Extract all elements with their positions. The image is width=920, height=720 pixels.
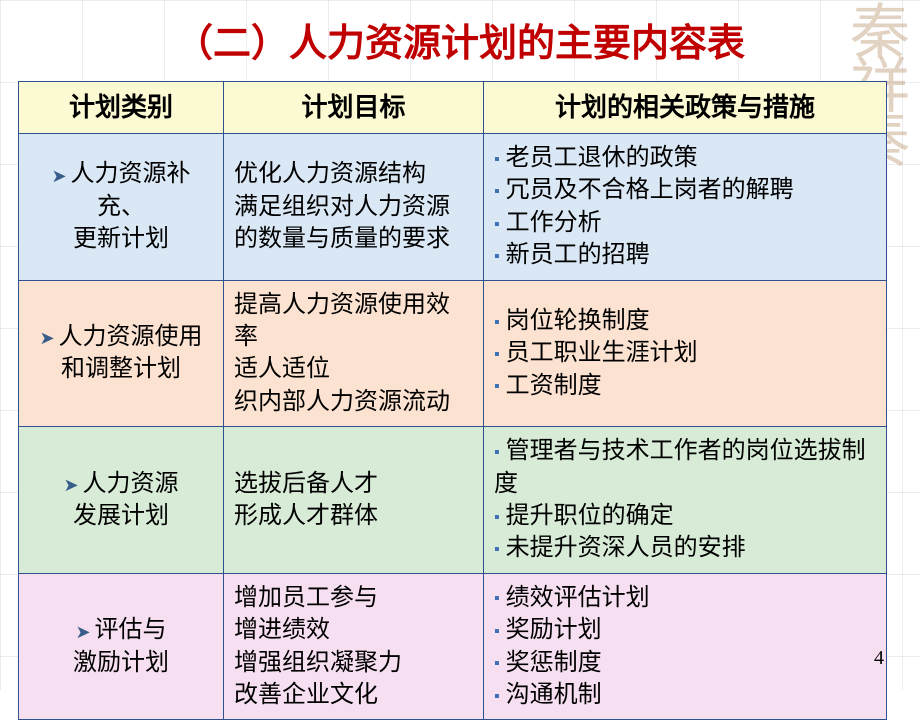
square-icon: ▪: [494, 539, 500, 561]
category-cell: ➤评估与激励计划: [19, 573, 224, 720]
square-icon: ▪: [494, 653, 500, 675]
square-icon: ▪: [494, 507, 500, 529]
goal-cell: 增加员工参与增进绩效增强组织凝聚力改善企业文化: [224, 573, 484, 720]
table-row: ➤人力资源使用和调整计划提高人力资源使用效率适人适位织内部人力资源流动▪岗位轮换…: [19, 280, 887, 427]
policy-line: ▪沟通机制: [494, 679, 876, 711]
goal-line: 选拔后备人才: [234, 468, 473, 500]
policy-line: ▪岗位轮换制度: [494, 305, 876, 337]
goal-line: 优化人力资源结构: [234, 158, 473, 190]
policy-cell: ▪老员工退休的政策▪冗员及不合格上岗者的解聘▪工作分析▪新员工的招聘: [484, 134, 887, 281]
col-header-goal: 计划目标: [224, 82, 484, 134]
policy-line: ▪管理者与技术工作者的岗位选拔制度: [494, 435, 876, 500]
goal-cell: 提高人力资源使用效率适人适位织内部人力资源流动: [224, 280, 484, 427]
page-title: （二）人力资源计划的主要内容表: [18, 12, 902, 67]
slide: （二）人力资源计划的主要内容表 计划类别 计划目标 计划的相关政策与措施 ➤人力…: [0, 0, 920, 690]
policy-line: ▪老员工退休的政策: [494, 142, 876, 174]
policy-line: ▪工资制度: [494, 370, 876, 402]
category-line: 更新计划: [29, 223, 213, 255]
goal-line: 满足组织对人力资源的数量与质量的要求: [234, 191, 473, 256]
square-icon: ▪: [494, 312, 500, 334]
arrow-icon: ➤: [51, 164, 66, 188]
goal-line: 形成人才群体: [234, 500, 473, 532]
policy-line: ▪工作分析: [494, 207, 876, 239]
policy-line: ▪员工职业生涯计划: [494, 337, 876, 369]
square-icon: ▪: [494, 588, 500, 610]
square-icon: ▪: [494, 214, 500, 236]
policy-line: ▪未提升资深人员的安排: [494, 532, 876, 564]
arrow-icon: ➤: [75, 620, 90, 644]
policy-line: ▪奖惩制度: [494, 647, 876, 679]
square-icon: ▪: [494, 686, 500, 708]
square-icon: ▪: [494, 149, 500, 171]
category-line: 激励计划: [29, 647, 213, 679]
category-line: 和调整计划: [29, 353, 213, 385]
square-icon: ▪: [494, 246, 500, 268]
table-row: ➤评估与激励计划增加员工参与增进绩效增强组织凝聚力改善企业文化▪绩效评估计划▪奖…: [19, 573, 887, 720]
category-line: ➤人力资源使用: [29, 321, 213, 353]
policy-line: ▪新员工的招聘: [494, 239, 876, 271]
table-row: ➤人力资源发展计划选拔后备人才形成人才群体▪管理者与技术工作者的岗位选拔制度▪提…: [19, 427, 887, 574]
arrow-icon: ➤: [39, 326, 54, 350]
goal-line: 改善企业文化: [234, 679, 473, 711]
goal-line: 提高人力资源使用效率: [234, 289, 473, 354]
category-cell: ➤人力资源使用和调整计划: [19, 280, 224, 427]
goal-cell: 优化人力资源结构满足组织对人力资源的数量与质量的要求: [224, 134, 484, 281]
col-header-category: 计划类别: [19, 82, 224, 134]
policy-cell: ▪绩效评估计划▪奖励计划▪奖惩制度▪沟通机制: [484, 573, 887, 720]
page-number: 4: [874, 647, 884, 670]
square-icon: ▪: [494, 376, 500, 398]
policy-cell: ▪岗位轮换制度▪员工职业生涯计划▪工资制度: [484, 280, 887, 427]
goal-line: 适人适位: [234, 353, 473, 385]
goal-line: 增进绩效: [234, 614, 473, 646]
table-header-row: 计划类别 计划目标 计划的相关政策与措施: [19, 82, 887, 134]
square-icon: ▪: [494, 621, 500, 643]
policy-line: ▪绩效评估计划: [494, 582, 876, 614]
square-icon: ▪: [494, 344, 500, 366]
category-line: ➤人力资源补充、: [29, 158, 213, 223]
hr-plan-table: 计划类别 计划目标 计划的相关政策与措施 ➤人力资源补充、更新计划优化人力资源结…: [18, 81, 887, 720]
col-header-policy: 计划的相关政策与措施: [484, 82, 887, 134]
policy-line: ▪提升职位的确定: [494, 500, 876, 532]
category-line: ➤评估与: [29, 614, 213, 646]
policy-line: ▪奖励计划: [494, 614, 876, 646]
goal-line: 增强组织凝聚力: [234, 647, 473, 679]
table-row: ➤人力资源补充、更新计划优化人力资源结构满足组织对人力资源的数量与质量的要求▪老…: [19, 134, 887, 281]
goal-line: 织内部人力资源流动: [234, 386, 473, 418]
square-icon: ▪: [494, 442, 500, 464]
category-cell: ➤人力资源发展计划: [19, 427, 224, 574]
category-line: ➤人力资源: [29, 468, 213, 500]
category-line: 发展计划: [29, 500, 213, 532]
square-icon: ▪: [494, 181, 500, 203]
arrow-icon: ➤: [63, 473, 78, 497]
category-cell: ➤人力资源补充、更新计划: [19, 134, 224, 281]
policy-cell: ▪管理者与技术工作者的岗位选拔制度▪提升职位的确定▪未提升资深人员的安排: [484, 427, 887, 574]
goal-line: 增加员工参与: [234, 582, 473, 614]
policy-line: ▪冗员及不合格上岗者的解聘: [494, 174, 876, 206]
goal-cell: 选拔后备人才形成人才群体: [224, 427, 484, 574]
